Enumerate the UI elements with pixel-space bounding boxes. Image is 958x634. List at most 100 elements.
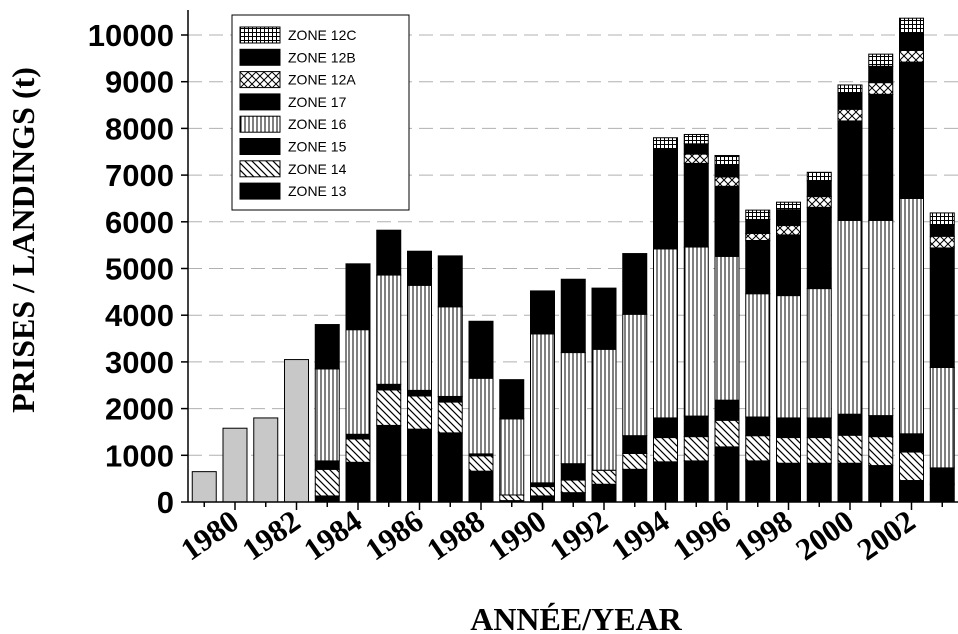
y-axis-title: PRISES / LANDINGS (t) [5, 67, 41, 413]
legend-box [231, 14, 410, 211]
bar-segment-zone-13-1985 [376, 424, 402, 503]
bar-segment-zone-12c-1995 [683, 133, 709, 145]
bar-segment-zone-12a-1995 [683, 153, 709, 164]
bar-segment-zone-15-2000 [837, 413, 863, 436]
legend-swatch [239, 115, 281, 133]
y-tick-label: 4000 [105, 298, 174, 333]
bar-segment-zone-17-1984 [345, 263, 371, 331]
bar-segment-zone-14-1983 [314, 468, 340, 497]
bar-segment-zone-17-1983 [314, 324, 340, 370]
bar-segment-zone-17-1990 [530, 290, 555, 335]
bar-segment-zone-16-1998 [776, 295, 801, 419]
bar-segment-zone-17-1999 [806, 206, 832, 290]
bar-segment-zone-12a-2002 [899, 49, 924, 63]
bar-segment-zone-12c-1996 [714, 154, 740, 166]
bar-segment-zone-17-2002 [899, 61, 924, 199]
legend-label: ZONE 12C [288, 27, 356, 43]
bar-segment-zone-17-1994 [653, 164, 678, 250]
bar-segment-zone-16-2002 [899, 197, 924, 435]
bar-segment-zone-15-1990 [530, 482, 555, 488]
bar-segment-zone-13-1999 [806, 462, 832, 503]
bar-segment-zone-12b-1998 [776, 209, 801, 227]
bar-total-1979 [191, 471, 217, 503]
bar-segment-zone-14-1984 [345, 438, 371, 463]
bar-segment-zone-15-1984 [345, 433, 371, 440]
bar-segment-zone-17-2003 [929, 247, 955, 369]
legend-label: ZONE 12A [288, 72, 356, 88]
bar-segment-zone-12b-2001 [868, 65, 894, 84]
x-tick-label: 1990 [482, 503, 553, 567]
x-tick-label: 1982 [236, 503, 307, 567]
bar-segment-zone-14-1990 [530, 486, 555, 497]
bar-segment-zone-17-1985 [376, 229, 402, 276]
bar-segment-zone-16-1986 [407, 284, 432, 391]
bar-segment-zone-13-1998 [776, 462, 801, 503]
bar-segment-zone-15-2002 [899, 433, 924, 453]
bar-segment-zone-15-1983 [314, 460, 340, 470]
bar-segment-zone-12a-2000 [837, 108, 863, 122]
x-tick-label: 1996 [666, 503, 737, 567]
bar-segment-zone-16-1994 [653, 248, 678, 419]
bar-segment-zone-17-1991 [560, 278, 586, 354]
bar-segment-zone-16-1985 [376, 274, 402, 385]
bar-segment-zone-16-1988 [468, 377, 494, 455]
bar-segment-zone-13-1987 [437, 432, 463, 503]
bar-segment-zone-16-1993 [622, 313, 648, 437]
y-tick-label: 9000 [105, 65, 174, 100]
legend-swatch [239, 48, 281, 66]
x-tick-label: 1992 [543, 503, 614, 567]
y-axis: 0 1000 2000 3000 4000 5000 6000 7000 8000 9000 100… [88, 10, 189, 520]
y-tick-label: 3000 [105, 345, 174, 380]
bar-segment-zone-12c-2001 [868, 53, 894, 67]
bar-segment-zone-17-1996 [714, 185, 740, 257]
bar-segment-zone-15-2003 [929, 467, 955, 485]
bar-segment-zone-12b-1994 [653, 148, 678, 166]
x-tick-label: 1998 [728, 503, 799, 567]
bar-segment-zone-13-1997 [745, 460, 771, 503]
x-tick-label: 2002 [851, 503, 922, 567]
bar-segment-zone-15-1997 [745, 416, 771, 437]
bar-segment-zone-17-1993 [622, 253, 648, 315]
bar-segment-zone-12c-2002 [899, 17, 924, 34]
bar-segment-zone-14-1991 [560, 479, 586, 494]
bar-segment-zone-16-2000 [837, 219, 863, 415]
legend-swatch [239, 160, 281, 178]
bar-segment-zone-17-1988 [468, 320, 494, 379]
bar-segment-zone-17-2000 [837, 120, 863, 221]
legend-label: ZONE 15 [288, 139, 347, 155]
bar-segment-zone-15-2001 [868, 415, 894, 438]
bar-segment-zone-13-1995 [683, 460, 709, 503]
bar-segment-zone-12b-2003 [929, 224, 955, 237]
bar-segment-zone-14-1988 [468, 455, 494, 472]
bar-segment-zone-14-2000 [837, 434, 863, 464]
bar-segment-zone-13-1983 [314, 495, 340, 503]
bar-segment-zone-14-1996 [714, 419, 740, 448]
bar-segment-zone-12a-2003 [929, 235, 955, 249]
bar-segment-zone-17-1992 [591, 287, 617, 350]
legend-swatch [239, 138, 281, 155]
bar-segment-zone-14-1987 [437, 401, 463, 434]
bar-segment-zone-12a-1999 [806, 196, 832, 208]
bar-segment-zone-14-1993 [622, 452, 648, 470]
bar-segment-zone-15-1993 [622, 435, 648, 454]
bar-segment-zone-13-1986 [407, 428, 432, 503]
bar-segment-zone-12c-1998 [776, 201, 801, 211]
bar-segment-zone-15-1996 [714, 399, 740, 421]
legend-swatch [239, 182, 281, 200]
bar-segment-zone-16-1989 [499, 418, 525, 496]
x-tick-label: 1984 [297, 503, 368, 567]
bar-segment-zone-16-1991 [560, 352, 586, 465]
bar-segment-zone-12b-1997 [745, 218, 771, 234]
legend-swatch [239, 26, 281, 44]
bar-segment-zone-14-1997 [745, 435, 771, 462]
bar-segment-zone-12c-2000 [837, 84, 863, 94]
x-tick-label: 1980 [174, 503, 245, 567]
bar-segment-zone-17-2001 [868, 93, 894, 221]
legend-label: ZONE 16 [288, 116, 347, 132]
x-tick-label: 2000 [789, 503, 860, 567]
bar-segment-zone-16-2001 [868, 219, 894, 417]
bar-total-1982 [284, 359, 309, 503]
bar-segment-zone-12a-1996 [714, 176, 740, 187]
bar-segment-zone-16-1999 [806, 288, 832, 419]
